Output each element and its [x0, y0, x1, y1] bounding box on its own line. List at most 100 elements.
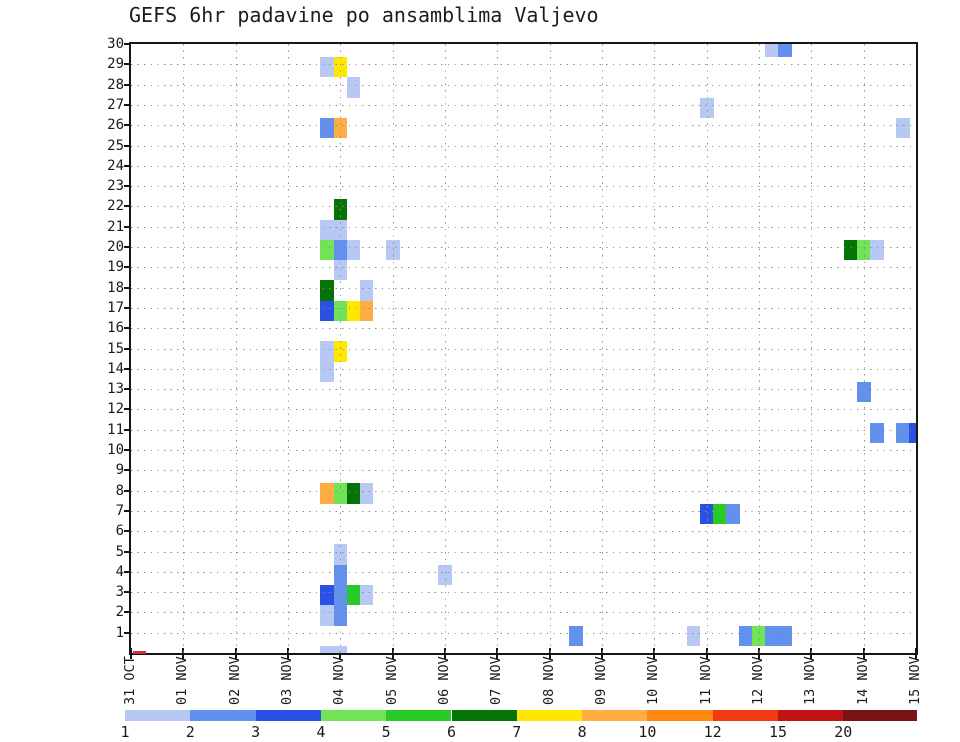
y-axis-label: 23 [107, 178, 124, 195]
x-axis-label: 08 NOV [540, 656, 557, 705]
x-axis-label: 01 NOV [174, 656, 191, 705]
y-axis-tick [124, 306, 131, 309]
gridline-vertical [444, 44, 446, 653]
gridline-horizontal [131, 64, 916, 66]
y-axis-tick [124, 347, 131, 350]
x-axis-tick [234, 648, 237, 659]
x-axis-label: 14 NOV [854, 656, 871, 705]
x-axis-label: 05 NOV [383, 656, 400, 705]
gridline-horizontal [131, 450, 916, 451]
y-axis-label: 11 [107, 421, 124, 438]
y-axis-tick [124, 428, 131, 431]
heatmap-cell [320, 239, 335, 261]
y-axis-label: 14 [107, 360, 124, 377]
gridline-horizontal [131, 165, 916, 167]
x-axis-tick [653, 648, 656, 659]
y-axis-tick [124, 631, 131, 634]
y-axis-label: 20 [107, 239, 124, 255]
gridline-horizontal [131, 368, 916, 370]
x-axis-label: 06 NOV [435, 656, 452, 705]
x-axis-tick [339, 648, 342, 659]
x-axis-label: 15 NOV [906, 656, 923, 705]
init-time-marker [133, 651, 146, 654]
y-axis-tick [124, 144, 131, 147]
y-axis-tick [124, 266, 131, 269]
y-axis-label: 9 [115, 462, 124, 479]
gridline-horizontal [131, 510, 916, 512]
y-axis-tick [124, 550, 131, 553]
y-axis-tick [124, 63, 131, 66]
colorbar-segment [255, 710, 321, 721]
gridline-vertical [654, 44, 656, 653]
gridline-horizontal [131, 551, 916, 553]
gridline-vertical [549, 44, 551, 653]
heatmap-cell [765, 44, 779, 58]
y-axis-label: 12 [107, 401, 124, 418]
x-axis-tick [757, 648, 760, 659]
heatmap-cell [320, 483, 335, 504]
colorbar-segment [386, 710, 452, 721]
y-axis-label: 24 [107, 157, 124, 174]
y-axis-tick [124, 388, 131, 391]
heatmap-cell [896, 422, 910, 443]
y-axis-tick [124, 591, 131, 594]
heatmap-cell [869, 239, 884, 261]
gridline-horizontal [131, 348, 916, 350]
heatmap-cell [320, 300, 335, 322]
gridline-horizontal [131, 490, 916, 492]
y-axis-label: 13 [107, 381, 124, 398]
colorbar-label: 20 [834, 723, 853, 741]
gridline-vertical [601, 44, 603, 653]
colorbar-label: 8 [577, 723, 587, 741]
gridline-vertical [183, 44, 185, 653]
heatmap-cell [569, 625, 583, 646]
chart-title: GEFS 6hr padavine po ansamblima Valjevo [129, 3, 599, 27]
colorbar-label: 5 [381, 723, 391, 741]
y-axis-label: 6 [115, 523, 124, 540]
heatmap-cell [739, 625, 753, 646]
heatmap-cell [359, 280, 374, 301]
gridline-horizontal [131, 125, 916, 127]
x-axis-tick [705, 648, 708, 659]
y-axis-tick [124, 611, 131, 614]
y-axis-label: 1 [115, 624, 124, 641]
gridline-horizontal [131, 409, 916, 411]
y-axis-tick [124, 164, 131, 167]
x-axis-label: 31 OCT [122, 656, 138, 705]
y-axis-label: 21 [107, 218, 124, 235]
gridline-vertical [706, 44, 708, 653]
colorbar-segment [778, 710, 844, 721]
gridline-vertical [287, 44, 289, 653]
y-axis-tick [124, 246, 131, 248]
y-axis-tick [124, 205, 131, 208]
gridline-vertical [811, 44, 813, 653]
y-axis-label: 10 [107, 442, 124, 458]
y-axis-tick [124, 225, 131, 228]
heatmap-cell [778, 625, 793, 646]
heatmap-cell [359, 300, 374, 322]
gridline-horizontal [131, 571, 916, 573]
y-axis-label: 15 [107, 340, 124, 357]
y-axis-tick [124, 509, 131, 512]
gridline-horizontal [131, 307, 916, 309]
colorbar-label: 1 [120, 723, 130, 741]
x-axis-label: 07 NOV [488, 656, 505, 705]
y-axis-tick [124, 124, 131, 127]
heatmap-cell [346, 300, 361, 322]
heatmap-cell [346, 584, 361, 606]
x-axis-tick [496, 648, 499, 659]
gridline-horizontal [131, 592, 916, 594]
gridline-horizontal [131, 84, 916, 86]
y-axis-label: 2 [115, 604, 124, 621]
y-axis-tick [124, 327, 131, 330]
gridline-horizontal [131, 531, 916, 533]
heatmap-cell [320, 361, 335, 382]
x-axis-tick [914, 648, 917, 659]
y-axis-tick [124, 103, 131, 106]
heatmap-cell [320, 57, 335, 78]
y-axis-tick [124, 489, 131, 492]
y-axis-label: 25 [107, 137, 124, 154]
heatmap-cell [359, 483, 374, 504]
gridline-horizontal [131, 287, 916, 289]
y-axis-label: 4 [115, 563, 124, 580]
